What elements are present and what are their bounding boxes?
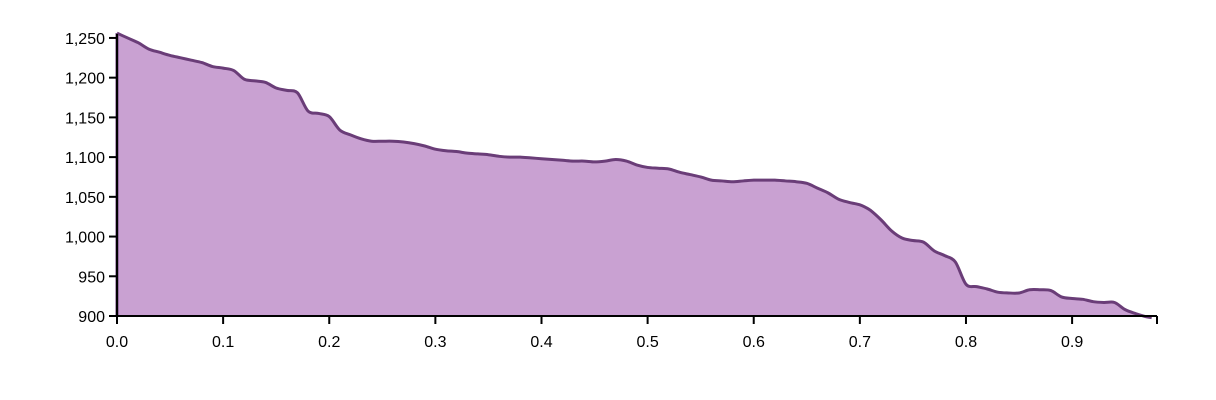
- x-tick-label: 0.0: [106, 334, 128, 351]
- x-tick-label: 0.5: [636, 334, 658, 351]
- y-axis-ticks: 900 950 1,000 1,050 1,100 1,150 1,200 1,250: [65, 31, 117, 326]
- x-tick-label: 0.8: [955, 334, 977, 351]
- x-tick-label: 0.2: [318, 334, 340, 351]
- y-tick-label: 1,250: [65, 31, 105, 48]
- axes: [116, 34, 1158, 324]
- x-tick-label: 0.6: [743, 334, 765, 351]
- x-tick-label: 0.1: [212, 334, 234, 351]
- y-tick-label: 1,050: [65, 190, 105, 207]
- x-tick-label: 0.7: [849, 334, 871, 351]
- plot-area: [115, 31, 1152, 320]
- y-tick-label: 1,000: [65, 230, 105, 247]
- y-tick-label: 900: [78, 309, 105, 326]
- y-tick-label: 1,200: [65, 71, 105, 88]
- x-tick-label: 0.9: [1061, 334, 1083, 351]
- y-tick-label: 1,150: [65, 110, 105, 127]
- x-tick-label: 0.4: [530, 334, 552, 351]
- y-tick-label: 950: [78, 269, 105, 286]
- x-axis-ticks: 0.0 0.1 0.2 0.3 0.4 0.5 0.6 0.7 0.8 0.9: [106, 316, 1083, 351]
- x-tick-label: 0.3: [424, 334, 446, 351]
- series-line: [116, 31, 1152, 320]
- area-fill: [117, 33, 1152, 318]
- y-tick-label: 1,100: [65, 150, 105, 167]
